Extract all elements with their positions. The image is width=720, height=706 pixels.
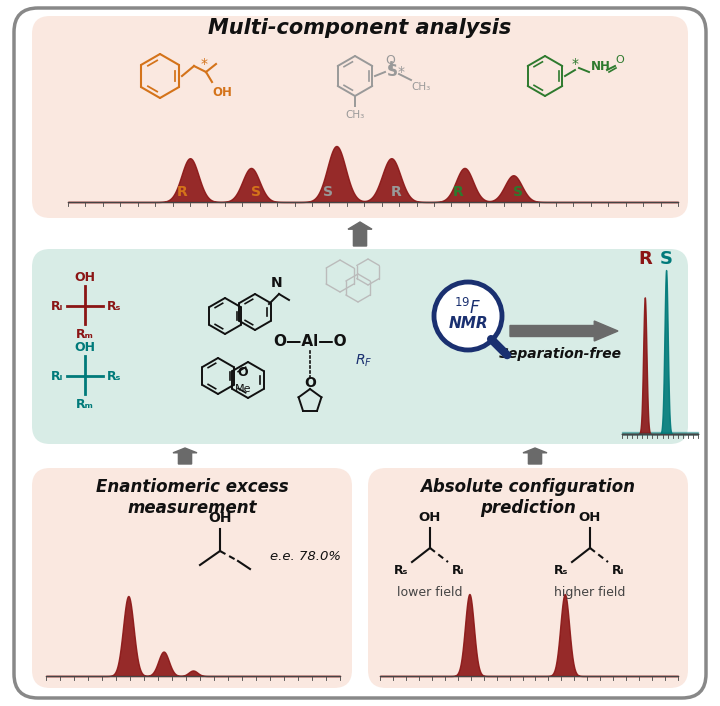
Text: Rₛ: Rₛ bbox=[394, 564, 408, 577]
Text: R: R bbox=[453, 185, 464, 199]
FancyBboxPatch shape bbox=[32, 249, 688, 444]
Text: Rₗ: Rₗ bbox=[50, 299, 63, 313]
Text: O: O bbox=[304, 376, 316, 390]
Text: NMR: NMR bbox=[448, 316, 488, 332]
Text: Enantiomeric excess
measurement: Enantiomeric excess measurement bbox=[96, 478, 288, 517]
Polygon shape bbox=[348, 222, 372, 246]
FancyBboxPatch shape bbox=[14, 8, 706, 698]
Text: R: R bbox=[391, 185, 402, 199]
FancyBboxPatch shape bbox=[32, 468, 352, 688]
Text: N: N bbox=[271, 276, 283, 290]
Text: *: * bbox=[397, 65, 405, 79]
Text: OH: OH bbox=[212, 86, 232, 99]
Polygon shape bbox=[510, 321, 618, 341]
Polygon shape bbox=[523, 448, 547, 464]
Text: O: O bbox=[385, 54, 395, 66]
Text: CH₃: CH₃ bbox=[346, 110, 364, 120]
Text: Rₘ: Rₘ bbox=[76, 328, 94, 341]
Text: OH: OH bbox=[74, 271, 96, 284]
Text: R: R bbox=[638, 250, 652, 268]
Text: Rₗ: Rₗ bbox=[452, 564, 464, 577]
Text: O: O bbox=[238, 366, 248, 378]
Text: R: R bbox=[176, 185, 187, 199]
Text: Me: Me bbox=[235, 384, 251, 394]
Text: Separation-free: Separation-free bbox=[498, 347, 621, 361]
Text: CH₃: CH₃ bbox=[411, 82, 431, 92]
Text: OH: OH bbox=[74, 341, 96, 354]
Text: OH: OH bbox=[419, 511, 441, 524]
Circle shape bbox=[434, 282, 502, 350]
FancyBboxPatch shape bbox=[32, 16, 688, 218]
Text: S: S bbox=[387, 64, 398, 80]
Text: S: S bbox=[513, 185, 523, 199]
Text: Rₗ: Rₗ bbox=[612, 564, 624, 577]
Text: *: * bbox=[200, 57, 207, 71]
Text: $R_F$: $R_F$ bbox=[355, 353, 372, 369]
Text: Multi-component analysis: Multi-component analysis bbox=[208, 18, 512, 38]
Text: Absolute configuration
prediction: Absolute configuration prediction bbox=[420, 478, 636, 517]
Text: $^{19}F$: $^{19}F$ bbox=[454, 298, 482, 318]
Text: Rₛ: Rₛ bbox=[554, 564, 568, 577]
Text: OH: OH bbox=[208, 511, 232, 525]
Text: O: O bbox=[615, 55, 624, 65]
Text: *: * bbox=[572, 57, 578, 71]
Text: O—Al—O: O—Al—O bbox=[273, 333, 347, 349]
Text: S: S bbox=[660, 250, 672, 268]
Text: NH: NH bbox=[591, 59, 611, 73]
Text: Rₗ: Rₗ bbox=[50, 369, 63, 383]
FancyBboxPatch shape bbox=[368, 468, 688, 688]
Text: OH: OH bbox=[579, 511, 601, 524]
Text: Rₛ: Rₛ bbox=[107, 299, 122, 313]
Text: Rₛ: Rₛ bbox=[107, 369, 122, 383]
Text: higher field: higher field bbox=[554, 586, 626, 599]
Text: Rₘ: Rₘ bbox=[76, 398, 94, 411]
Text: S: S bbox=[251, 185, 261, 199]
Polygon shape bbox=[173, 448, 197, 464]
Text: lower field: lower field bbox=[397, 586, 463, 599]
Text: e.e. 78.0%: e.e. 78.0% bbox=[270, 549, 341, 563]
Text: S: S bbox=[323, 185, 333, 199]
